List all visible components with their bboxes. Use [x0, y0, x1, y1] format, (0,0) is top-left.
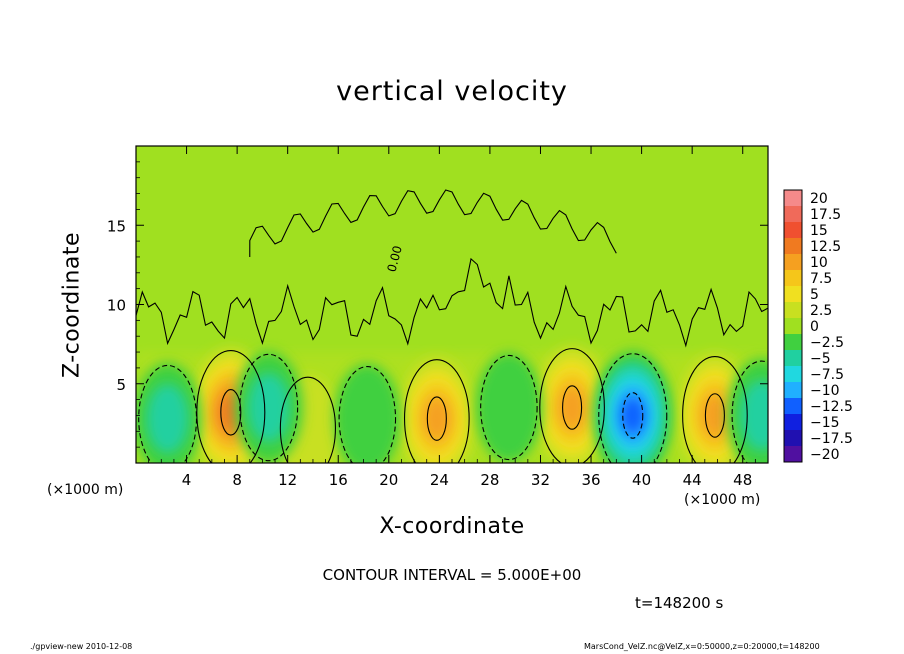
x-axis-label: X-coordinate — [379, 514, 525, 539]
downdraft-level — [334, 363, 401, 463]
colorbar-label: −2.5 — [810, 335, 844, 351]
colorbar-swatch — [784, 334, 802, 350]
downdraft-level — [247, 373, 290, 442]
updraft-inner-contour — [704, 393, 725, 438]
updraft-contour — [279, 376, 336, 463]
y-tick-label: 5 — [116, 376, 126, 394]
downdraft-contour — [480, 354, 538, 461]
updraft-level — [558, 385, 586, 430]
colorbar-label: −12.5 — [810, 399, 853, 415]
colorbar-swatch — [784, 302, 802, 318]
colorbar-swatch — [784, 286, 802, 302]
colorbar-label: 12.5 — [810, 239, 841, 255]
colorbar-label: −10 — [810, 383, 840, 399]
downdraft-contour — [239, 353, 299, 462]
colorbar-swatch — [784, 414, 802, 430]
colorbar-label: 2.5 — [810, 303, 832, 319]
colorbar-swatch — [784, 430, 802, 446]
updraft-level — [701, 393, 729, 438]
x-tick-label: 48 — [733, 471, 752, 489]
x-tick-label: 24 — [430, 471, 449, 489]
colorbar-swatch — [784, 382, 802, 398]
colorbar-swatch — [784, 366, 802, 382]
downdraft-level — [621, 396, 645, 435]
updraft-contour — [682, 356, 748, 463]
x-tick-label: 28 — [480, 471, 499, 489]
y-axis-label: Z-coordinate — [59, 232, 85, 378]
downdraft-cell — [475, 352, 543, 463]
x-tick-label: 32 — [531, 471, 550, 489]
x-tick-label: 8 — [232, 471, 242, 489]
colorbar-swatch — [784, 446, 802, 462]
downdraft-contour — [731, 360, 768, 463]
updraft-cell — [398, 356, 475, 463]
downdraft-cell — [234, 351, 303, 463]
updraft-inner-contour — [220, 388, 242, 436]
colorbar-swatch — [784, 190, 802, 206]
downdraft-level — [146, 384, 189, 454]
downdraft-cell — [334, 363, 401, 463]
downdraft-level — [740, 380, 768, 451]
downdraft-cell — [592, 350, 673, 463]
footer-left: ./gpview-new 2010-12-08 — [30, 642, 133, 651]
colorbar-label: 10 — [810, 255, 828, 271]
updraft-contour — [403, 359, 470, 463]
colorbar-label: 15 — [810, 223, 828, 239]
footer-right: MarsCond_VelZ.nc@VelZ,x=0:50000,z=0:2000… — [584, 642, 820, 651]
zero-contour-line — [136, 257, 768, 348]
downdraft-level — [475, 352, 543, 463]
time-label: t=148200 s — [635, 594, 724, 612]
x-unit-right: (×1000 m) — [684, 492, 761, 508]
downdraft-inner-contour — [622, 392, 644, 439]
colorbar-label: 17.5 — [810, 207, 841, 223]
x-tick-label: 12 — [278, 471, 297, 489]
colorbar-swatch — [784, 318, 802, 334]
downdraft-contour — [338, 366, 397, 463]
plot-area: 0.00 — [136, 146, 768, 463]
colorbar-label: −5 — [810, 351, 831, 367]
updraft-contour — [539, 348, 605, 463]
y-tick-label: 10 — [107, 297, 126, 315]
colorbar-swatch — [784, 254, 802, 270]
contour-lines: 0.00 — [136, 189, 768, 463]
x-unit-left: (×1000 m) — [47, 482, 124, 498]
colorbar-swatch — [784, 270, 802, 286]
colorbar-label: −15 — [810, 415, 840, 431]
downdraft-contour — [138, 364, 198, 463]
colorbar-label: −7.5 — [810, 367, 844, 383]
x-tick-label: 40 — [632, 471, 651, 489]
updraft-level — [423, 397, 451, 441]
x-tick-label: 20 — [379, 471, 398, 489]
downdraft-contour — [598, 353, 668, 463]
colorbar-label: 20 — [810, 191, 828, 207]
contour-interval: CONTOUR INTERVAL = 5.000E+00 — [322, 566, 582, 584]
colorbar-label: 0 — [810, 319, 819, 335]
x-tick-label: 44 — [683, 471, 702, 489]
x-tick-label: 4 — [182, 471, 192, 489]
colorbar-swatch — [784, 238, 802, 254]
chart-title: vertical velocity — [336, 76, 568, 107]
upper-contour-line — [249, 189, 617, 257]
colorbar: 2017.51512.5107.552.50−2.5−5−7.5−10−12.5… — [783, 189, 853, 463]
colorbar-label: −20 — [810, 447, 840, 463]
colorbar-label: −17.5 — [810, 431, 853, 447]
y-tick-label: 15 — [107, 217, 126, 235]
updraft-cell — [534, 345, 611, 463]
colorbar-swatch — [784, 350, 802, 366]
x-tick-label: 16 — [329, 471, 348, 489]
colorbar-label: 5 — [810, 287, 819, 303]
x-tick-label: 36 — [581, 471, 600, 489]
colorbar-frame — [783, 189, 803, 463]
colorbar-swatch — [784, 222, 802, 238]
colorbar-swatch — [784, 398, 802, 414]
contour-value-label: 0.00 — [384, 244, 404, 273]
downdraft-cell — [136, 362, 202, 463]
colorbar-swatch — [784, 206, 802, 222]
updraft-inner-contour — [562, 385, 583, 430]
colorbar-label: 7.5 — [810, 271, 832, 287]
updraft-inner-contour — [426, 396, 447, 441]
